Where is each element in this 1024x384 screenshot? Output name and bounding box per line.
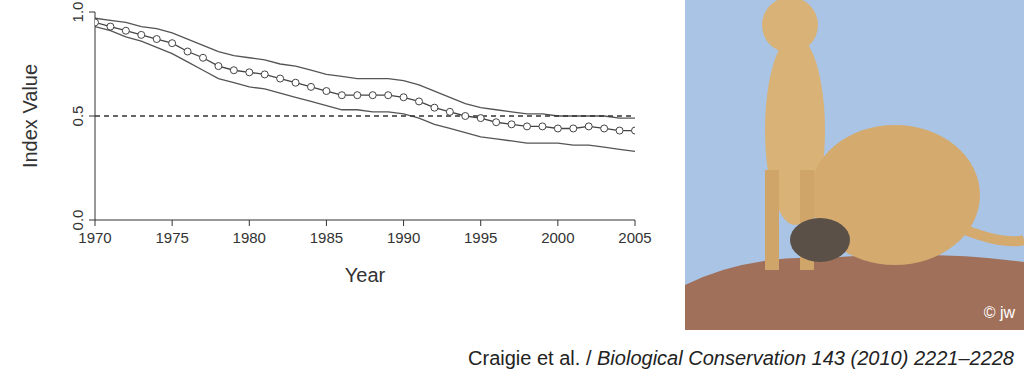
svg-text:© jw: © jw — [984, 304, 1016, 321]
svg-text:1980: 1980 — [233, 229, 266, 246]
svg-text:1975: 1975 — [155, 229, 188, 246]
svg-text:2005: 2005 — [618, 229, 651, 246]
svg-text:1990: 1990 — [387, 229, 420, 246]
svg-text:2000: 2000 — [541, 229, 574, 246]
svg-text:1970: 1970 — [78, 228, 112, 246]
svg-text:Index Value: Index Value — [19, 64, 41, 168]
svg-text:1985: 1985 — [310, 229, 343, 246]
html-text:Craigie et al. / Biological Co: Craigie et al. / Biological Conservation… — [468, 347, 1014, 369]
svg-text:1.0: 1.0 — [69, 2, 86, 23]
svg-text:1995: 1995 — [464, 229, 497, 246]
svg-text:0.0: 0.0 — [69, 210, 86, 231]
svg-text:Year: Year — [345, 264, 386, 286]
svg-text:0.5: 0.5 — [69, 106, 86, 127]
